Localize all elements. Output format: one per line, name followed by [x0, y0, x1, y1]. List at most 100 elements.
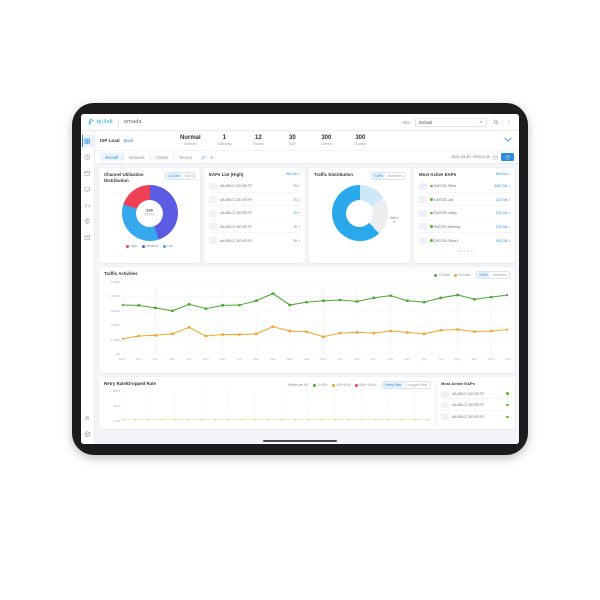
list-item[interactable]: EAP225-Meeting 123 GB > [419, 221, 510, 233]
channel-utilization-card: Channel Utilization Distribution 2.4GHz … [99, 168, 200, 263]
sidebar-item-preferences[interactable] [82, 428, 94, 440]
seg-dropped-rate[interactable]: Dropped Rate [403, 382, 430, 388]
stat-clients: 300 Clients [309, 135, 343, 147]
pagination: 1 2 3 4 5 [419, 249, 510, 253]
stat-key: Gateway [217, 141, 232, 146]
tab-divider [173, 154, 175, 160]
tab-device[interactable]: Device [179, 154, 193, 160]
plus-icon[interactable] [209, 155, 214, 160]
legend-label: Medium [146, 244, 158, 248]
seg-switches[interactable]: Switches [490, 272, 509, 278]
list-item[interactable]: AA:BB:CC:DD:EE:FF -76 > [209, 221, 300, 233]
list-item[interactable]: EAP225-Lab 123 GB > [419, 194, 510, 206]
list-item[interactable]: AA:BB:CC:DD:EE:FF [441, 412, 510, 422]
device-value: 123 GB > [495, 211, 510, 215]
y-tick-label: 4,0000 [110, 294, 120, 299]
x-tick-label: 2am [152, 357, 159, 361]
stat-value: Normal [180, 134, 201, 141]
site-select[interactable]: Default [415, 117, 487, 127]
tablet-frame: tp-link omada Site: Default [72, 103, 528, 455]
status-dot [430, 184, 433, 187]
seg-2ghz[interactable]: 2.4GHz [165, 173, 183, 179]
sidebar-item-insight[interactable] [82, 199, 94, 211]
device-thumb-icon [209, 196, 217, 203]
sidebar-item-statistics[interactable] [82, 151, 94, 163]
x-tick-label: 8pm [454, 357, 461, 361]
tab-overall[interactable]: Overall [100, 153, 124, 161]
channel-donut-wrap: 130 TOTAL 45% 35% 20% [104, 185, 195, 241]
card-header: Traffic Distribution EAPs Switches [314, 172, 405, 180]
slice-label-eap: 62% [323, 217, 330, 221]
x-tick-label: 3pm [371, 357, 377, 361]
list-item[interactable]: EAP225-Lobby 123 GB > [419, 208, 510, 220]
list-item[interactable]: EAP225-Office1 100 GB > [419, 235, 510, 247]
list-item[interactable]: AA:BB:CC:DD:EE:FF [441, 389, 510, 399]
page-5[interactable]: 5 [471, 248, 473, 253]
seg-retry-rate[interactable]: Retry Rate [382, 382, 404, 388]
sidebar-item-dashboard[interactable] [81, 135, 94, 147]
stat-key: Clients [320, 141, 332, 146]
list-item[interactable]: AA:BB:CC:DD:EE:FF -76 > [209, 235, 300, 247]
page-1[interactable]: 1 [456, 248, 458, 253]
see-all-link[interactable]: See All > [285, 172, 300, 176]
list-item[interactable]: AA:BB:CC:DD:EE:FF -76 > [209, 208, 300, 220]
seg-eaps[interactable]: EAPs [371, 173, 386, 179]
donut-center-label: 130 TOTAL [145, 208, 155, 218]
retry-plot [120, 390, 431, 422]
legend-label: High [130, 244, 137, 248]
legend-swatch [434, 273, 438, 277]
chevron-down-icon[interactable] [504, 137, 514, 144]
ssid-action-link[interactable]: Band [123, 138, 134, 143]
edit-icon[interactable] [201, 155, 206, 160]
app-topbar: tp-link omada Site: Default [81, 114, 519, 131]
y-tick-label: 2,0000 [110, 323, 120, 328]
device-mac: AA:BB:CC:DD:EE:FF [220, 224, 253, 229]
list-item[interactable]: EAP225-Office 3240 GB > [419, 181, 510, 193]
refresh-icon[interactable] [501, 153, 514, 161]
tplink-mark-icon [88, 119, 94, 125]
tab-clients[interactable]: Clients [155, 154, 169, 160]
sidebar-item-clients[interactable] [82, 183, 94, 195]
legend-label: 60%~100% [359, 383, 376, 387]
device-thumb-icon [209, 237, 217, 244]
x-tick-label: 4pm [387, 357, 394, 361]
list-item[interactable]: AA:BB:CC:DD:EE:FF -76 > [209, 194, 300, 206]
sidebar-item-account[interactable] [82, 412, 94, 424]
card-title: Traffic Activities [104, 271, 138, 276]
stat-gateway: 1 Gateway [207, 135, 241, 147]
tplink-wordmark: tp-link [96, 119, 113, 125]
tab-network[interactable]: Network [129, 154, 145, 160]
page-4[interactable]: 4 [467, 248, 469, 253]
stat-value: 30 [289, 134, 296, 141]
more-vertical-icon[interactable] [504, 118, 513, 127]
list-item[interactable]: AA:BB:CC:DD:EE:FF [441, 401, 510, 411]
traffic-segmented-control: EAPs Switches [370, 172, 405, 180]
seg-5ghz[interactable]: 5GHz [182, 173, 194, 179]
seg-eaps[interactable]: EAPs [476, 272, 491, 278]
channel-donut-chart: 130 TOTAL [121, 185, 178, 241]
sidebar-item-devices[interactable] [82, 167, 94, 179]
device-name: EAP225-Office1 [430, 239, 458, 243]
most-active-list: EAP225-Office 3240 GB > EAP225-Lab 123 G… [419, 181, 510, 247]
legend-tx: Tx Data [434, 273, 450, 277]
stat-value: 12 [255, 134, 262, 141]
sidebar-item-settings-panel[interactable] [82, 231, 94, 243]
y-tick-label: 0.0 [115, 352, 120, 356]
page-3[interactable]: 3 [463, 248, 466, 253]
date-range-text[interactable]: 2020-04-30~2020-5-30 [451, 155, 490, 159]
seg-switches[interactable]: Switches [385, 173, 404, 179]
y-tick-label: 1,0000 [110, 337, 120, 342]
sidebar-item-map[interactable] [82, 215, 94, 227]
page-2[interactable]: 2 [459, 248, 462, 253]
device-name: EAP225-Office [430, 184, 456, 188]
calendar-icon[interactable] [493, 155, 498, 160]
y-tick-label: 5,0000 [110, 280, 120, 284]
legend-label: Tx Data [438, 273, 450, 277]
tab-strip: Overall Network Clients Device [95, 151, 519, 164]
site-select-value: Default [419, 119, 433, 125]
list-item[interactable]: AA:BB:CC:DD:EE:FF -76 > [209, 181, 300, 193]
see-all-link[interactable]: See All > [495, 172, 510, 176]
retry-plot-area: 0.0% 50% 100% [104, 389, 431, 425]
search-icon[interactable] [491, 118, 500, 127]
device-thumb-icon [419, 223, 427, 230]
